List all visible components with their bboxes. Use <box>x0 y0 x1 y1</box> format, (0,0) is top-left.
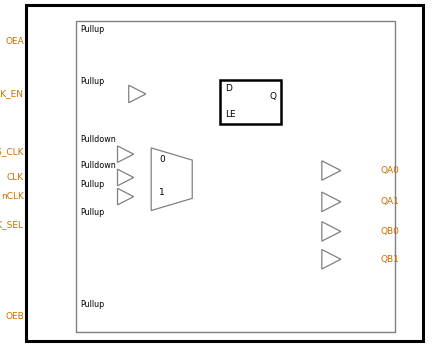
Text: Pullup: Pullup <box>80 300 104 309</box>
Text: OEA: OEA <box>5 37 24 46</box>
Text: QB1: QB1 <box>380 255 399 264</box>
Text: QA1: QA1 <box>380 197 399 206</box>
Bar <box>76 21 395 332</box>
Text: LVCMOS_CLK: LVCMOS_CLK <box>0 147 24 156</box>
Text: CLK_SEL: CLK_SEL <box>0 220 24 229</box>
Text: Q: Q <box>270 92 276 101</box>
Text: Pullup: Pullup <box>80 208 104 217</box>
Text: 1: 1 <box>159 188 165 197</box>
Text: OEB: OEB <box>5 312 24 321</box>
Text: CLK_EN: CLK_EN <box>0 89 24 98</box>
Text: Pullup: Pullup <box>80 77 104 86</box>
Text: QA0: QA0 <box>380 166 399 175</box>
Text: QB0: QB0 <box>380 227 399 236</box>
Text: Pulldown: Pulldown <box>80 161 116 170</box>
Text: CLK: CLK <box>6 173 24 182</box>
Text: D: D <box>225 84 232 93</box>
Text: LE: LE <box>225 110 235 119</box>
Bar <box>220 80 281 124</box>
Text: nCLK: nCLK <box>1 192 24 201</box>
Text: Pullup: Pullup <box>80 180 104 189</box>
Text: Pulldown: Pulldown <box>80 135 116 144</box>
Text: Pullup: Pullup <box>80 25 104 34</box>
Text: 0: 0 <box>159 155 165 164</box>
